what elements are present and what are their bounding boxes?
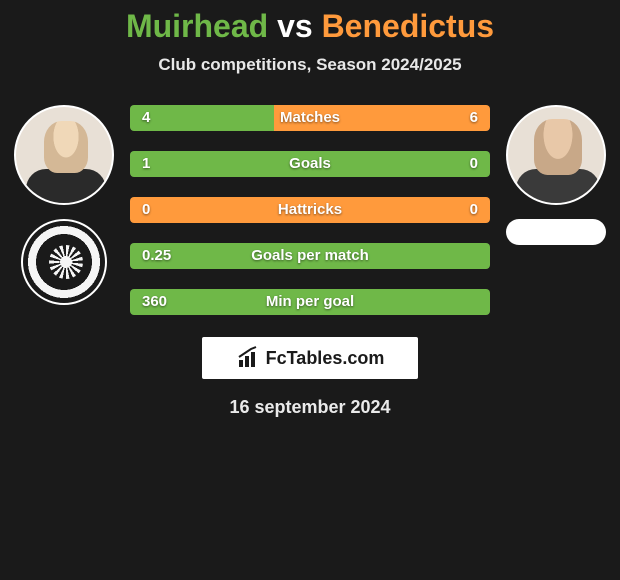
stat-value-right: 6 — [470, 105, 478, 131]
subtitle: Club competitions, Season 2024/2025 — [0, 55, 620, 75]
stat-bar: 0Hattricks0 — [130, 197, 490, 223]
stat-label: Goals — [130, 151, 490, 177]
stats-column: 4Matches61Goals00Hattricks00.25Goals per… — [120, 105, 500, 315]
brand-text: FcTables.com — [266, 348, 385, 369]
stat-bar: 360Min per goal — [130, 289, 490, 315]
stat-label: Hattricks — [130, 197, 490, 223]
player-photo-left — [14, 105, 114, 205]
player-photo-right — [506, 105, 606, 205]
comparison-row: 4Matches61Goals00Hattricks00.25Goals per… — [0, 105, 620, 315]
title-vs: vs — [268, 8, 321, 44]
stat-bar: 4Matches6 — [130, 105, 490, 131]
infographic-root: Muirhead vs Benedictus Club competitions… — [0, 0, 620, 418]
right-player-column — [500, 105, 612, 245]
stat-label: Goals per match — [130, 243, 490, 269]
club-badge-left — [21, 219, 107, 305]
page-title: Muirhead vs Benedictus — [0, 8, 620, 45]
stat-value-right: 0 — [470, 197, 478, 223]
brand-logo: FcTables.com — [202, 337, 418, 379]
title-player-left: Muirhead — [126, 8, 268, 44]
stat-label: Matches — [130, 105, 490, 131]
stat-label: Min per goal — [130, 289, 490, 315]
chart-icon — [236, 346, 260, 370]
stat-bar: 1Goals0 — [130, 151, 490, 177]
stat-bar: 0.25Goals per match — [130, 243, 490, 269]
title-player-right: Benedictus — [322, 8, 494, 44]
stat-value-right: 0 — [470, 151, 478, 177]
club-badge-right — [506, 219, 606, 245]
date-label: 16 september 2024 — [0, 397, 620, 418]
left-player-column — [8, 105, 120, 305]
